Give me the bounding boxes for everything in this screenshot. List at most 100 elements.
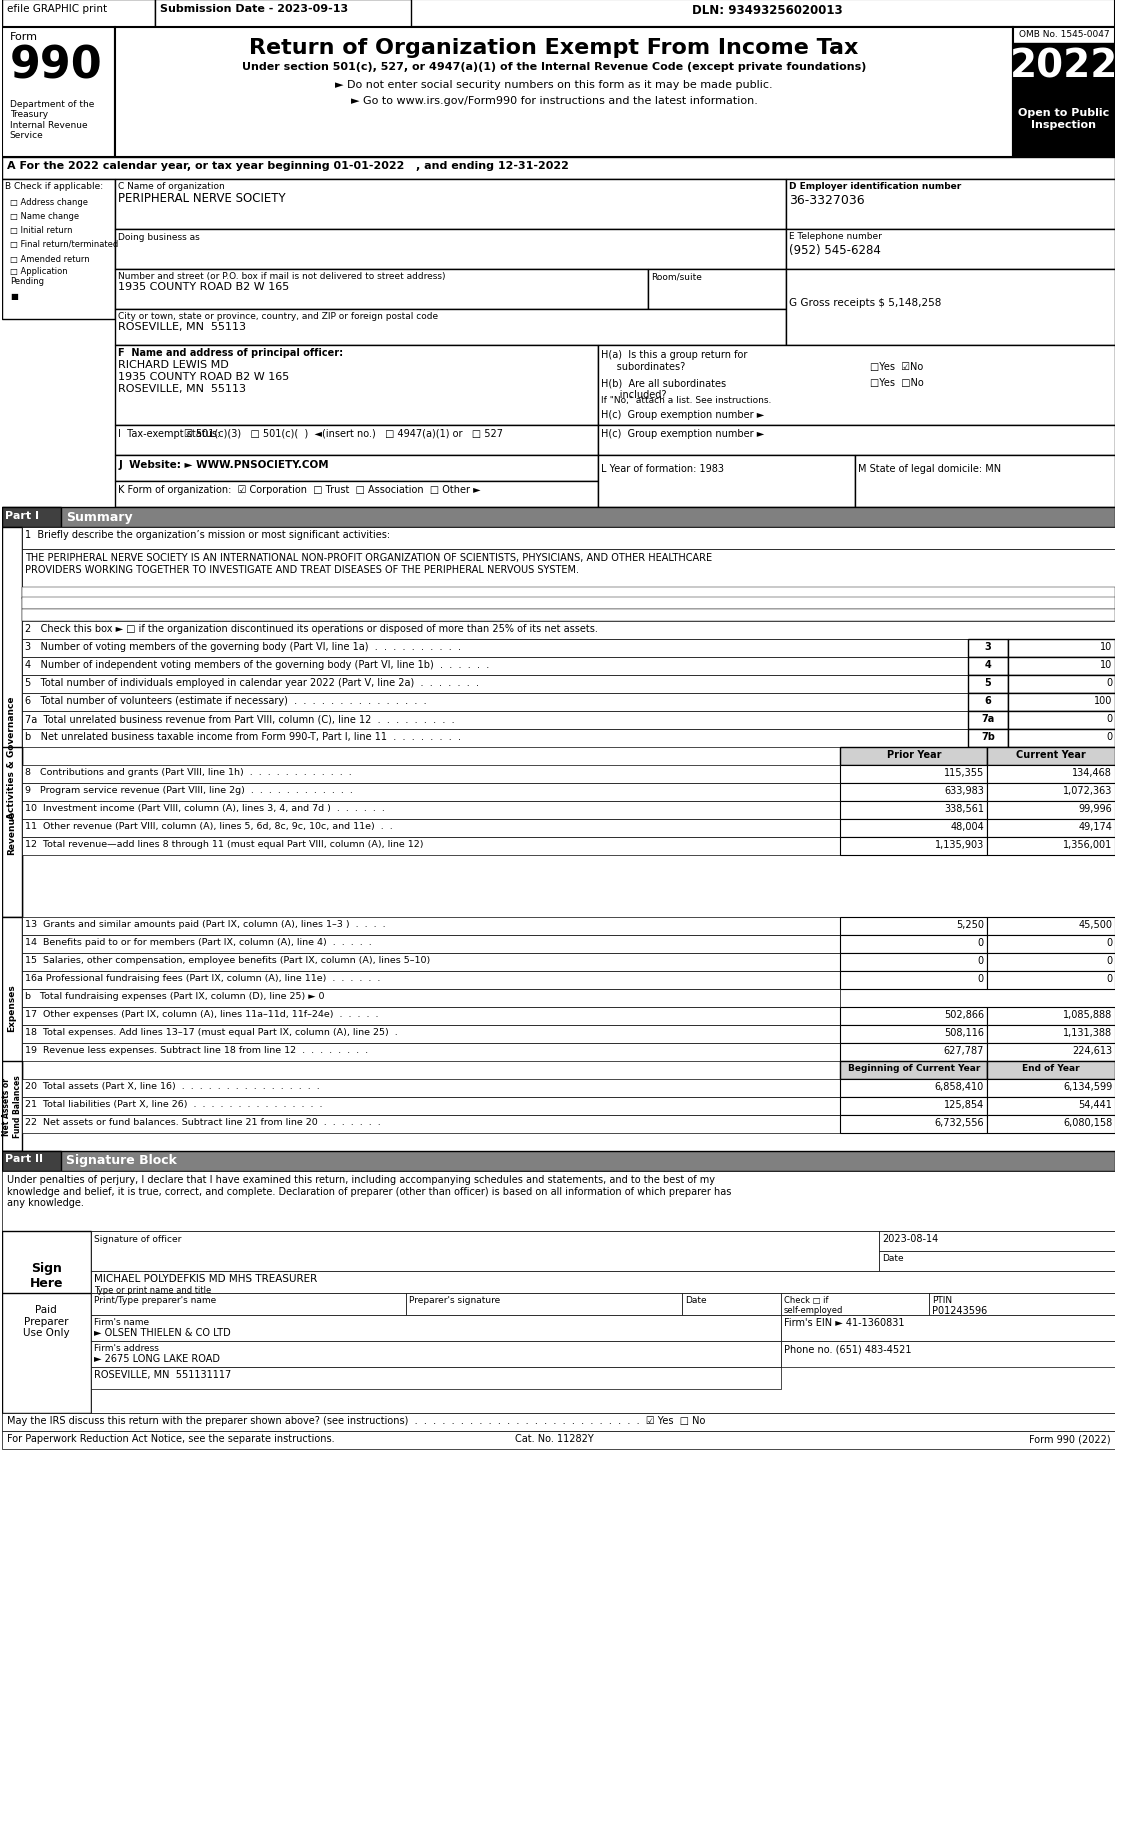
- Bar: [1013, 104, 1115, 157]
- Text: Firm's EIN ► 41-1360831: Firm's EIN ► 41-1360831: [784, 1318, 904, 1327]
- Text: 17  Other expenses (Part IX, column (A), lines 11a–11d, 11f–24e)  .  .  .  .  .: 17 Other expenses (Part IX, column (A), …: [25, 1010, 378, 1019]
- Text: 627,787: 627,787: [944, 1045, 984, 1056]
- Bar: [781, 1294, 929, 1316]
- Text: 4   Number of independent voting members of the governing body (Part VI, line 1b: 4 Number of independent voting members o…: [25, 659, 489, 670]
- Text: 6,134,599: 6,134,599: [1062, 1082, 1112, 1091]
- Text: D Employer identification number: D Employer identification number: [789, 181, 961, 190]
- Bar: [21, 820, 840, 838]
- Text: □ Initial return: □ Initial return: [10, 225, 72, 234]
- Text: Doing business as: Doing business as: [119, 232, 200, 242]
- Text: 36-3327036: 36-3327036: [789, 194, 865, 207]
- Bar: [840, 917, 987, 935]
- Text: 0: 0: [1106, 677, 1112, 688]
- Text: 4: 4: [984, 659, 991, 670]
- Text: 1,072,363: 1,072,363: [1062, 785, 1112, 796]
- Text: □ Final return/terminated: □ Final return/terminated: [10, 240, 119, 249]
- Text: □ Name change: □ Name change: [10, 212, 79, 221]
- Bar: [90, 1341, 781, 1367]
- Text: Number and street (or P.O. box if mail is not delivered to street address): Number and street (or P.O. box if mail i…: [119, 273, 446, 280]
- Bar: [21, 953, 840, 972]
- Text: 48,004: 48,004: [951, 822, 984, 831]
- Bar: [840, 1025, 987, 1043]
- Text: 508,116: 508,116: [944, 1027, 984, 1038]
- Bar: [115, 346, 598, 426]
- Bar: [879, 1232, 1115, 1252]
- Text: 3: 3: [984, 642, 991, 651]
- Text: H(c)  Group exemption number ►: H(c) Group exemption number ►: [602, 410, 764, 419]
- Bar: [840, 1061, 987, 1080]
- Text: 0: 0: [1106, 732, 1112, 741]
- Bar: [987, 1098, 1115, 1116]
- Text: End of Year: End of Year: [1022, 1063, 1079, 1072]
- Bar: [2, 1061, 21, 1151]
- Text: Signature of officer: Signature of officer: [94, 1233, 181, 1243]
- Text: 54,441: 54,441: [1078, 1100, 1112, 1109]
- Text: 125,854: 125,854: [944, 1100, 984, 1109]
- Text: 2023-08-14: 2023-08-14: [883, 1233, 938, 1243]
- Bar: [969, 675, 1008, 694]
- Text: 1,085,888: 1,085,888: [1062, 1010, 1112, 1019]
- Text: □ Amended return: □ Amended return: [10, 254, 89, 264]
- Bar: [598, 426, 1115, 456]
- Text: Part II: Part II: [5, 1153, 43, 1164]
- Text: 10: 10: [1100, 659, 1112, 670]
- Text: H(a)  Is this a group return for: H(a) Is this a group return for: [602, 350, 747, 361]
- Text: 8   Contributions and grants (Part VIII, line 1h)  .  .  .  .  .  .  .  .  .  . : 8 Contributions and grants (Part VIII, l…: [25, 767, 351, 776]
- Text: If "No," attach a list. See instructions.: If "No," attach a list. See instructions…: [602, 395, 772, 404]
- Bar: [90, 1294, 1115, 1413]
- Bar: [987, 765, 1115, 783]
- Text: b   Net unrelated business taxable income from Form 990-T, Part I, line 11  .  .: b Net unrelated business taxable income …: [25, 732, 461, 741]
- Text: For Paperwork Reduction Act Notice, see the separate instructions.: For Paperwork Reduction Act Notice, see …: [7, 1433, 334, 1444]
- Text: □Yes  □No: □Yes □No: [869, 377, 924, 388]
- Bar: [969, 712, 1008, 730]
- Text: 0: 0: [1106, 714, 1112, 723]
- Bar: [855, 456, 1115, 507]
- Text: Activities & Governance: Activities & Governance: [7, 697, 16, 818]
- Text: Prior Year: Prior Year: [886, 750, 942, 759]
- Bar: [2, 27, 115, 157]
- Bar: [786, 231, 1115, 269]
- Text: Phone no. (651) 483-4521: Phone no. (651) 483-4521: [784, 1343, 911, 1352]
- Bar: [115, 269, 648, 309]
- Bar: [90, 1272, 1115, 1294]
- Text: Form: Form: [10, 31, 38, 42]
- Text: ■: ■: [10, 291, 18, 300]
- Bar: [2, 917, 21, 1098]
- Bar: [969, 657, 1008, 675]
- Bar: [21, 1098, 840, 1116]
- Bar: [115, 179, 786, 231]
- Text: K Form of organization:  ☑ Corporation  □ Trust  □ Association  □ Other ►: K Form of organization: ☑ Corporation □ …: [119, 485, 481, 494]
- Text: 1,135,903: 1,135,903: [935, 840, 984, 849]
- Text: 0: 0: [978, 955, 984, 966]
- Bar: [21, 1008, 840, 1025]
- Text: 18  Total expenses. Add lines 13–17 (must equal Part IX, column (A), line 25)  .: 18 Total expenses. Add lines 13–17 (must…: [25, 1027, 397, 1036]
- Text: 0: 0: [978, 974, 984, 983]
- Bar: [115, 456, 598, 481]
- Text: ► OLSEN THIELEN & CO LTD: ► OLSEN THIELEN & CO LTD: [94, 1327, 230, 1338]
- Text: 10: 10: [1100, 642, 1112, 651]
- Bar: [2, 748, 21, 917]
- Text: PERIPHERAL NERVE SOCIETY: PERIPHERAL NERVE SOCIETY: [119, 192, 286, 205]
- Text: 5   Total number of individuals employed in calendar year 2022 (Part V, line 2a): 5 Total number of individuals employed i…: [25, 677, 479, 688]
- Text: 115,355: 115,355: [944, 767, 984, 778]
- Text: MICHAEL POLYDEFKIS MD MHS TREASURER: MICHAEL POLYDEFKIS MD MHS TREASURER: [94, 1274, 317, 1283]
- Bar: [115, 27, 1013, 157]
- Bar: [969, 694, 1008, 712]
- Bar: [781, 1316, 1115, 1341]
- Bar: [987, 935, 1115, 953]
- Bar: [21, 802, 840, 820]
- Text: Submission Date - 2023-09-13: Submission Date - 2023-09-13: [159, 4, 348, 15]
- Text: 224,613: 224,613: [1073, 1045, 1112, 1056]
- Text: 134,468: 134,468: [1073, 767, 1112, 778]
- Text: 7a: 7a: [981, 714, 995, 723]
- Bar: [90, 1367, 781, 1389]
- Text: Return of Organization Exempt From Income Tax: Return of Organization Exempt From Incom…: [250, 38, 859, 59]
- Bar: [987, 953, 1115, 972]
- Text: Sign
Here: Sign Here: [29, 1261, 63, 1290]
- Bar: [969, 730, 1008, 748]
- Bar: [840, 802, 987, 820]
- Bar: [21, 730, 969, 748]
- Text: 21  Total liabilities (Part X, line 26)  .  .  .  .  .  .  .  .  .  .  .  .  .  : 21 Total liabilities (Part X, line 26) .…: [25, 1100, 322, 1109]
- Text: 15  Salaries, other compensation, employee benefits (Part IX, column (A), lines : 15 Salaries, other compensation, employe…: [25, 955, 430, 964]
- Text: Part I: Part I: [5, 511, 38, 522]
